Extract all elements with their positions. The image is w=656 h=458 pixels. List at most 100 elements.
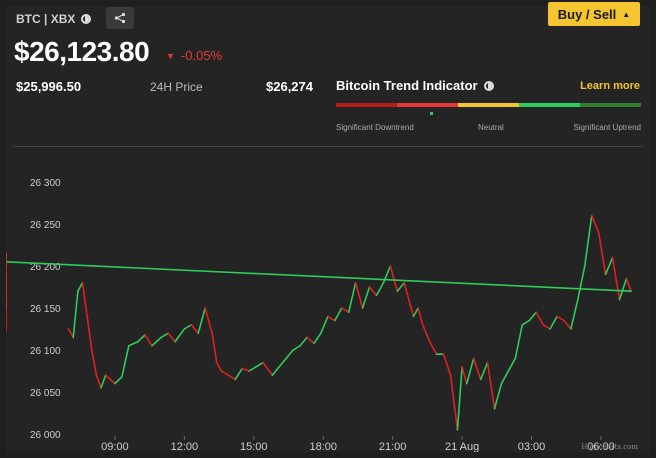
price-segment [368,286,378,297]
price-segment [67,328,75,339]
price-segment [327,315,336,322]
price-segment [421,324,431,343]
price-segment [77,282,84,292]
trend-segment-strong-down [336,103,397,107]
price-change: ▼ -0.05% [166,48,222,63]
down-triangle-icon: ▼ [166,50,175,61]
trend-segment-neutral [458,103,519,107]
price-segment [211,332,218,364]
price-segment [128,340,139,347]
caret-up-icon: ▲ [622,9,631,19]
price-widget: BTC | XBX Buy / Sell ▲ $26,123.80 ▼ -0.0… [6,2,650,452]
price-segment [340,307,350,313]
chart-credit: Highcharts.com [581,443,638,451]
half-circle-icon[interactable] [81,14,92,24]
price-segment [100,374,107,389]
price-segment [137,334,146,343]
price-segment [542,324,551,330]
trend-scale-neutral: Neutral [478,123,504,132]
price-chart[interactable]: 26 000 26 050 26 100 26 150 26 200 26 250 26 3… [6,152,650,452]
price-segment [333,307,343,322]
price-segment [563,319,572,330]
price-segment [577,265,586,301]
price-segment [521,319,531,326]
x-tick-label: 21:00 [379,441,407,452]
price-segment [174,328,186,343]
price-segment [625,277,632,292]
price-segment [241,367,250,372]
trend-scale-up: Significant Uptrend [573,123,641,132]
y-tick-label: 26 300 [30,178,61,189]
share-button[interactable] [106,7,134,29]
price-segment [220,370,230,376]
price-segment [479,361,489,381]
price-segment [227,374,237,381]
y-tick-label: 26 050 [30,388,61,399]
x-tick-label: 21 Aug [445,441,479,452]
price-segment [151,336,163,347]
price-segment [262,361,274,376]
price-segment [604,256,614,276]
price-segment [396,282,406,292]
price-segment [389,265,399,292]
price-segment [597,231,607,276]
trend-indicator-title: Bitcoin Trend Indicator [336,78,494,93]
price-segment [299,336,308,347]
pair-label: BTC | XBX [16,12,92,26]
x-tick-label: 18:00 [309,441,337,452]
price-segment [500,370,510,385]
price-segment [285,349,294,360]
high-price: $26,274 [266,79,313,94]
price-segment [109,378,116,385]
price-segment [234,367,244,381]
trend-title-text: Bitcoin Trend Indicator [336,78,478,93]
trend-segment-strong-up [580,103,641,107]
price-segment [255,361,264,368]
range-label: 24H Price [150,80,203,94]
price-segment [313,332,322,345]
buy-sell-button[interactable]: Buy / Sell ▲ [548,2,640,26]
price-segment [190,324,200,334]
current-price: $26,123.80 [14,36,150,67]
pair-text: BTC | XBX [16,12,76,26]
price-segment [144,334,153,347]
x-tick-label: 06:00 [587,441,615,452]
price-segment [486,361,496,410]
price-segment [590,214,600,234]
price-segment [114,376,123,385]
half-circle-icon[interactable] [483,80,494,91]
price-segment [278,357,287,368]
share-icon [114,12,126,24]
price-segment [514,324,524,360]
price-segment [570,298,579,330]
price-segment [375,282,385,297]
price-segment [86,315,93,351]
price-segment [442,353,452,376]
price-segment [493,382,503,410]
y-tick-label: 26 200 [30,262,61,273]
price-segment [204,307,213,334]
x-tick-label: 15:00 [240,441,268,452]
buy-sell-label: Buy / Sell [557,6,617,22]
y-tick-label: 26 100 [30,346,61,357]
price-segment [528,311,537,322]
learn-more-link[interactable]: Learn more [580,80,640,92]
trend-bar [336,103,641,107]
price-segment [456,366,463,431]
low-price: $25,996.50 [16,79,82,94]
divider [14,146,642,147]
price-segment [306,336,315,345]
price-segment [465,357,475,385]
price-segment [417,307,424,326]
price-segment [618,277,628,301]
price-segment [535,311,544,326]
price-segment [412,307,419,318]
y-tick-label: 26 250 [30,220,61,231]
trend-scale-down: Significant Downtrend [336,123,414,132]
price-segment [183,324,193,330]
price-segment [248,366,257,372]
trend-segment-up [519,103,580,107]
price-segment [271,366,281,376]
price-segment [403,282,410,301]
price-segment [81,282,88,318]
